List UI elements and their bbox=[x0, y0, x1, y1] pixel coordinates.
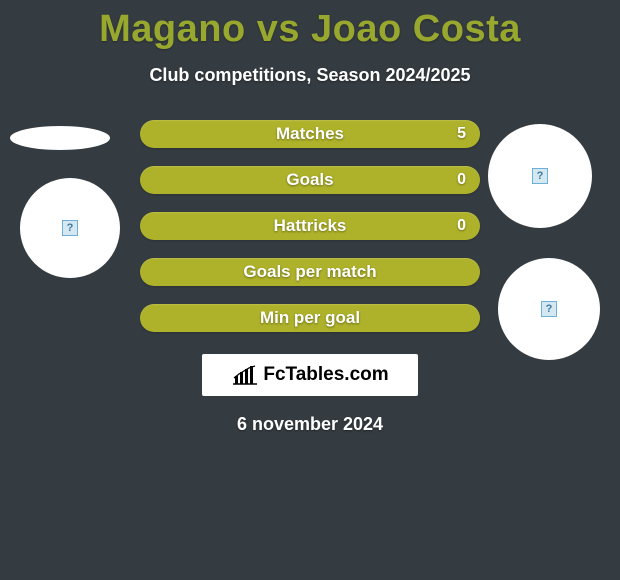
bg-circle-left-lower: ? bbox=[20, 178, 120, 278]
stat-bar-goals: Goals 0 bbox=[140, 166, 480, 194]
stat-bar-matches: Matches 5 bbox=[140, 120, 480, 148]
source-badge: FcTables.com bbox=[202, 354, 418, 396]
image-placeholder-icon: ? bbox=[62, 220, 78, 236]
stat-bar-goals-per-match: Goals per match bbox=[140, 258, 480, 286]
stat-bar-hattricks: Hattricks 0 bbox=[140, 212, 480, 240]
page-subtitle: Club competitions, Season 2024/2025 bbox=[0, 65, 620, 86]
source-badge-text: FcTables.com bbox=[263, 364, 388, 386]
bg-ellipse-left bbox=[10, 126, 110, 150]
bar-chart-icon bbox=[231, 364, 259, 386]
page-title: Magano vs Joao Costa bbox=[0, 0, 620, 51]
stat-label: Hattricks bbox=[274, 216, 347, 236]
bg-circle-right-upper: ? bbox=[488, 124, 592, 228]
stat-bar-min-per-goal: Min per goal bbox=[140, 304, 480, 332]
stat-value: 0 bbox=[457, 171, 466, 189]
image-placeholder-icon: ? bbox=[541, 301, 557, 317]
stat-label: Goals per match bbox=[243, 262, 376, 282]
stat-value: 0 bbox=[457, 217, 466, 235]
stat-label: Goals bbox=[286, 170, 333, 190]
stats-bars: Matches 5 Goals 0 Hattricks 0 Goals per … bbox=[140, 120, 480, 332]
stat-label: Matches bbox=[276, 124, 344, 144]
bg-circle-right-lower: ? bbox=[498, 258, 600, 360]
date-label: 6 november 2024 bbox=[0, 414, 620, 435]
stat-label: Min per goal bbox=[260, 308, 360, 328]
stat-value: 5 bbox=[457, 125, 466, 143]
image-placeholder-icon: ? bbox=[532, 168, 548, 184]
